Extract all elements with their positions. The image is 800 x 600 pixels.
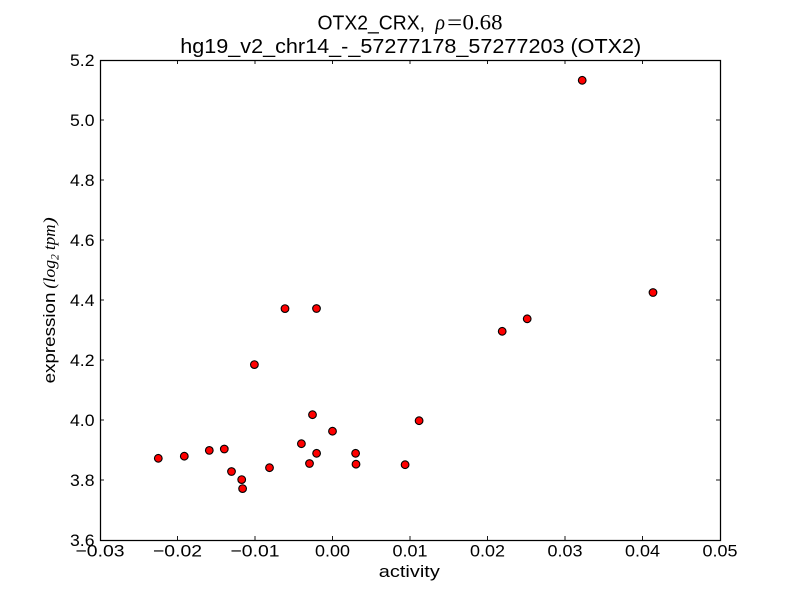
svg-text:3.8: 3.8 — [70, 471, 95, 490]
svg-text:−0.01: −0.01 — [231, 542, 280, 561]
svg-text:0.01: 0.01 — [393, 542, 428, 561]
svg-text:hg19_v2_chr14_-_57277178_57277: hg19_v2_chr14_-_57277178_57277203 (OTX2) — [180, 36, 641, 58]
svg-text:0.03: 0.03 — [548, 542, 583, 561]
svg-text:0.02: 0.02 — [470, 542, 505, 561]
svg-text:0.00: 0.00 — [315, 542, 350, 561]
svg-text:5.2: 5.2 — [70, 51, 95, 70]
svg-text:(log: (log — [40, 260, 59, 289]
svg-text:5.0: 5.0 — [70, 111, 95, 130]
svg-text:4.6: 4.6 — [70, 231, 95, 250]
svg-text:4.2: 4.2 — [70, 351, 95, 370]
svg-text:ρ: ρ — [435, 10, 445, 35]
svg-text:expression: expression — [40, 293, 59, 384]
svg-text:activity: activity — [379, 562, 441, 581]
svg-text:=: = — [447, 10, 462, 35]
svg-text:OTX2_CRX,: OTX2_CRX, — [318, 12, 426, 34]
svg-text:): ) — [40, 217, 59, 226]
svg-text:2: 2 — [48, 254, 62, 260]
svg-text:4.0: 4.0 — [70, 411, 95, 430]
svg-text:tpm: tpm — [40, 225, 59, 251]
svg-text:4.8: 4.8 — [70, 171, 95, 190]
svg-text:0.05: 0.05 — [703, 542, 738, 561]
svg-text:−0.03: −0.03 — [76, 542, 125, 561]
svg-text:0.68: 0.68 — [463, 10, 503, 35]
svg-text:4.4: 4.4 — [70, 291, 95, 310]
svg-text:0.04: 0.04 — [625, 542, 660, 561]
svg-text:3.6: 3.6 — [70, 531, 95, 550]
svg-text:−0.02: −0.02 — [153, 542, 202, 561]
